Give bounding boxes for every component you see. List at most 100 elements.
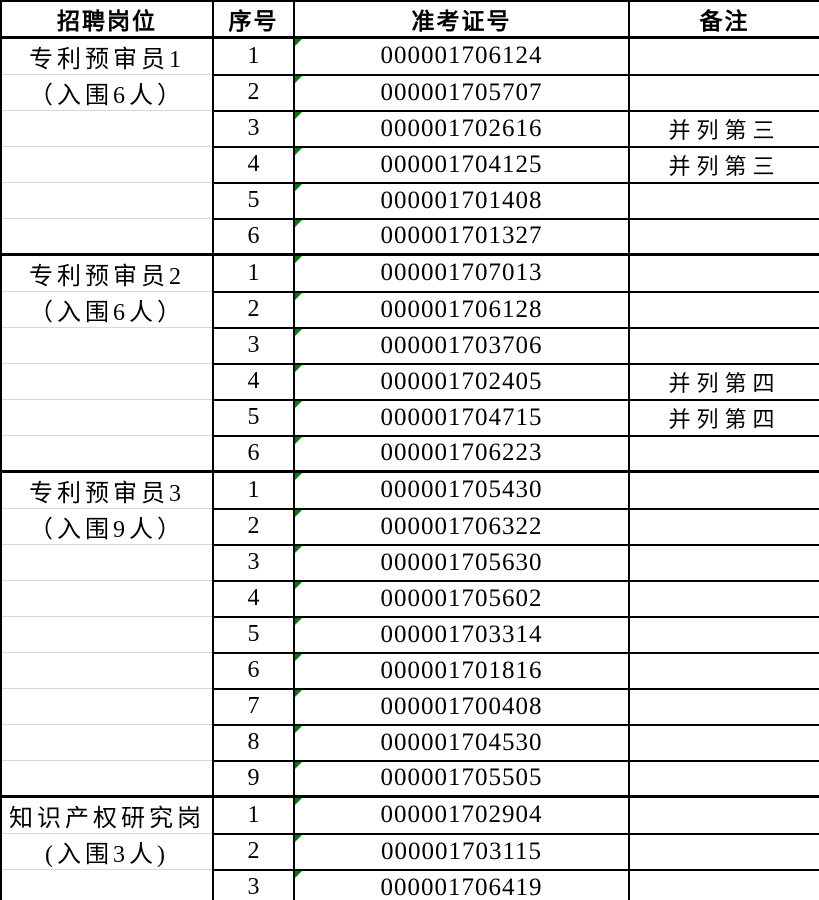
note-cell[interactable] bbox=[628, 290, 819, 329]
note-cell[interactable] bbox=[628, 253, 819, 293]
position-cell[interactable] bbox=[0, 724, 214, 761]
ticket-number-cell[interactable]: 000001703115 bbox=[293, 832, 630, 871]
ticket-number-cell[interactable]: 000001702616 bbox=[293, 109, 630, 148]
note-cell[interactable] bbox=[628, 217, 819, 256]
note-cell[interactable] bbox=[628, 651, 819, 690]
position-cell[interactable] bbox=[0, 616, 214, 653]
serial-number-cell[interactable]: 3 bbox=[212, 868, 295, 900]
serial-number-cell[interactable]: 3 bbox=[212, 543, 295, 582]
serial-number-cell[interactable]: 8 bbox=[212, 723, 295, 762]
serial-number-cell[interactable]: 6 bbox=[212, 217, 295, 256]
ticket-number-cell[interactable]: 000001705707 bbox=[293, 73, 630, 112]
serial-number-cell[interactable]: 2 bbox=[212, 73, 295, 112]
ticket-number-cell[interactable]: 000001705430 bbox=[293, 470, 630, 510]
header-position[interactable]: 招聘岗位 bbox=[0, 0, 214, 39]
note-cell[interactable] bbox=[628, 687, 819, 726]
ticket-number-cell[interactable]: 000001702904 bbox=[293, 795, 630, 835]
position-cell[interactable]: (入围3人) bbox=[0, 833, 214, 870]
serial-number-cell[interactable]: 5 bbox=[212, 181, 295, 220]
position-cell[interactable]: 专利预审员3 bbox=[0, 470, 214, 509]
serial-number-cell[interactable]: 1 bbox=[212, 470, 295, 510]
ticket-number-cell[interactable]: 000001706128 bbox=[293, 290, 630, 329]
position-cell[interactable] bbox=[0, 363, 214, 400]
serial-number-cell[interactable]: 2 bbox=[212, 832, 295, 871]
note-cell[interactable] bbox=[628, 507, 819, 546]
serial-number-cell[interactable]: 6 bbox=[212, 434, 295, 473]
note-cell[interactable] bbox=[628, 759, 819, 798]
ticket-number-cell[interactable]: 000001701327 bbox=[293, 217, 630, 256]
serial-number-cell[interactable]: 3 bbox=[212, 326, 295, 365]
ticket-number-cell[interactable]: 000001704530 bbox=[293, 723, 630, 762]
position-cell[interactable] bbox=[0, 580, 214, 617]
serial-number-cell[interactable]: 4 bbox=[212, 145, 295, 184]
serial-number-cell[interactable]: 4 bbox=[212, 579, 295, 618]
serial-number-cell[interactable]: 9 bbox=[212, 759, 295, 798]
ticket-number-cell[interactable]: 000001706322 bbox=[293, 507, 630, 546]
ticket-number-cell[interactable]: 000001701408 bbox=[293, 181, 630, 220]
serial-number-cell[interactable]: 2 bbox=[212, 507, 295, 546]
position-cell[interactable] bbox=[0, 544, 214, 581]
ticket-number-cell[interactable]: 000001704125 bbox=[293, 145, 630, 184]
ticket-number-cell[interactable]: 000001707013 bbox=[293, 253, 630, 293]
position-cell[interactable]: 专利预审员1 bbox=[0, 36, 214, 75]
note-cell[interactable] bbox=[628, 543, 819, 582]
note-cell[interactable] bbox=[628, 832, 819, 871]
note-cell[interactable] bbox=[628, 326, 819, 365]
serial-number-cell[interactable]: 6 bbox=[212, 651, 295, 690]
position-cell[interactable] bbox=[0, 652, 214, 689]
ticket-number-cell[interactable]: 000001703706 bbox=[293, 326, 630, 365]
ticket-number-cell[interactable]: 000001700408 bbox=[293, 687, 630, 726]
note-cell[interactable] bbox=[628, 579, 819, 618]
note-cell[interactable]: 并列第三 bbox=[628, 109, 819, 148]
note-cell[interactable] bbox=[628, 868, 819, 900]
serial-number-cell[interactable]: 1 bbox=[212, 253, 295, 293]
position-cell[interactable]: （入围6人） bbox=[0, 291, 214, 328]
serial-number-cell[interactable]: 3 bbox=[212, 109, 295, 148]
header-ticket[interactable]: 准考证号 bbox=[293, 0, 630, 39]
position-cell[interactable] bbox=[0, 399, 214, 436]
serial-number-cell[interactable]: 2 bbox=[212, 290, 295, 329]
position-cell[interactable] bbox=[0, 182, 214, 219]
position-cell[interactable] bbox=[0, 327, 214, 364]
ticket-number-cell[interactable]: 000001703314 bbox=[293, 615, 630, 654]
position-cell[interactable] bbox=[0, 218, 214, 255]
note-cell[interactable] bbox=[628, 434, 819, 473]
serial-number-cell[interactable]: 5 bbox=[212, 615, 295, 654]
header-serial[interactable]: 序号 bbox=[212, 0, 295, 39]
position-cell[interactable] bbox=[0, 435, 214, 472]
serial-number-cell[interactable]: 5 bbox=[212, 398, 295, 437]
position-cell[interactable] bbox=[0, 688, 214, 725]
serial-number-cell[interactable]: 7 bbox=[212, 687, 295, 726]
serial-number-cell[interactable]: 1 bbox=[212, 36, 295, 76]
note-cell[interactable] bbox=[628, 73, 819, 112]
ticket-number-cell[interactable]: 000001706223 bbox=[293, 434, 630, 473]
note-cell[interactable]: 并列第四 bbox=[628, 398, 819, 437]
ticket-number-cell[interactable]: 000001705602 bbox=[293, 579, 630, 618]
position-cell[interactable]: （入围6人） bbox=[0, 74, 214, 111]
serial-number-cell[interactable]: 4 bbox=[212, 362, 295, 401]
position-cell[interactable]: 知识产权研究岗 bbox=[0, 795, 214, 834]
header-note[interactable]: 备注 bbox=[628, 0, 819, 39]
ticket-number-cell[interactable]: 000001702405 bbox=[293, 362, 630, 401]
ticket-number-cell[interactable]: 000001706419 bbox=[293, 868, 630, 900]
ticket-number-cell[interactable]: 000001705505 bbox=[293, 759, 630, 798]
ticket-number-cell[interactable]: 000001705630 bbox=[293, 543, 630, 582]
position-cell[interactable] bbox=[0, 110, 214, 147]
serial-number-cell[interactable]: 1 bbox=[212, 795, 295, 835]
note-cell[interactable]: 并列第三 bbox=[628, 145, 819, 184]
position-cell[interactable]: （入围9人） bbox=[0, 508, 214, 545]
position-cell[interactable] bbox=[0, 760, 214, 797]
position-cell[interactable] bbox=[0, 869, 214, 900]
ticket-number-cell[interactable]: 000001701816 bbox=[293, 651, 630, 690]
ticket-number-cell[interactable]: 000001704715 bbox=[293, 398, 630, 437]
note-cell[interactable] bbox=[628, 470, 819, 510]
note-cell[interactable] bbox=[628, 795, 819, 835]
note-cell[interactable] bbox=[628, 615, 819, 654]
note-cell[interactable]: 并列第四 bbox=[628, 362, 819, 401]
note-cell[interactable] bbox=[628, 181, 819, 220]
position-cell[interactable] bbox=[0, 146, 214, 183]
note-cell[interactable] bbox=[628, 36, 819, 76]
note-cell[interactable] bbox=[628, 723, 819, 762]
ticket-number-cell[interactable]: 000001706124 bbox=[293, 36, 630, 76]
position-cell[interactable]: 专利预审员2 bbox=[0, 253, 214, 292]
